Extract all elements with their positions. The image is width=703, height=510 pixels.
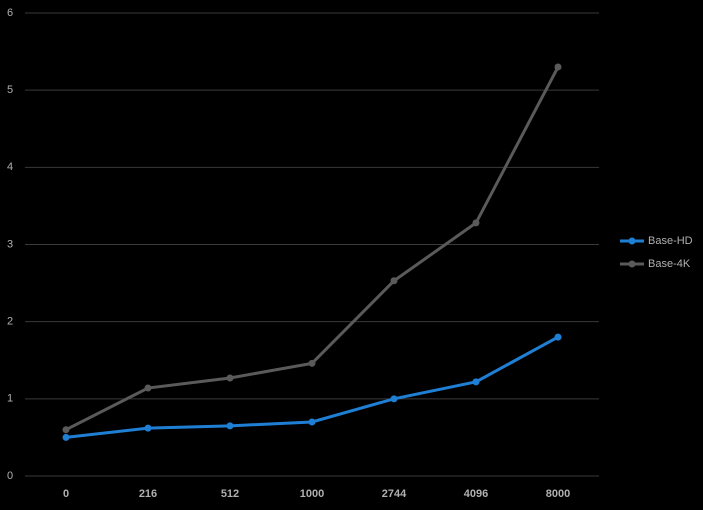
data-point xyxy=(390,277,398,285)
data-point xyxy=(390,395,398,403)
data-point xyxy=(472,219,480,227)
legend-marker xyxy=(628,260,636,268)
y-tick-label: 0 xyxy=(7,470,13,482)
y-tick-label: 4 xyxy=(7,161,13,173)
data-point xyxy=(472,378,480,386)
data-point xyxy=(554,333,562,341)
data-point xyxy=(554,63,562,71)
y-tick-label: 2 xyxy=(7,316,13,328)
x-tick-label: 8000 xyxy=(546,488,570,500)
data-point xyxy=(144,424,152,432)
legend-marker xyxy=(628,237,636,245)
data-point xyxy=(226,374,234,382)
x-tick-label: 512 xyxy=(221,488,239,500)
data-point xyxy=(308,359,316,367)
x-tick-label: 2744 xyxy=(382,488,407,500)
legend-label: Base-HD xyxy=(648,235,693,247)
data-point xyxy=(62,426,70,434)
data-point xyxy=(144,384,152,392)
data-point xyxy=(62,433,70,441)
series-line xyxy=(65,66,560,432)
data-point xyxy=(308,418,316,426)
legend-label: Base-4K xyxy=(648,258,691,270)
y-tick-label: 1 xyxy=(7,393,13,405)
x-tick-label: 4096 xyxy=(464,488,488,500)
x-tick-label: 0 xyxy=(63,488,69,500)
y-tick-label: 3 xyxy=(7,238,13,250)
data-point xyxy=(226,422,234,430)
y-tick-label: 5 xyxy=(7,84,13,96)
x-tick-label: 216 xyxy=(139,488,157,500)
y-tick-label: 6 xyxy=(7,7,13,19)
x-tick-label: 1000 xyxy=(300,488,324,500)
